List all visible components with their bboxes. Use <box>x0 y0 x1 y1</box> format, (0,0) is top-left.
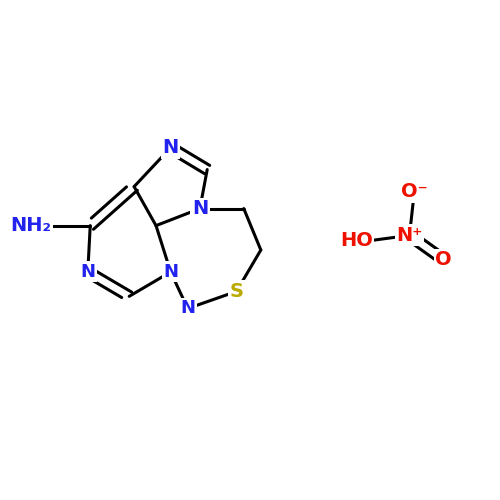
Text: S: S <box>230 282 243 301</box>
Text: HO: HO <box>340 231 373 250</box>
Text: O⁻: O⁻ <box>401 182 427 201</box>
Text: NH₂: NH₂ <box>10 216 51 235</box>
Text: N: N <box>180 300 195 318</box>
Text: N: N <box>80 263 96 281</box>
Text: N: N <box>163 263 178 281</box>
Text: N: N <box>192 199 208 218</box>
Text: N⁺: N⁺ <box>396 226 422 245</box>
Text: O: O <box>436 250 452 269</box>
Text: N: N <box>162 138 179 157</box>
